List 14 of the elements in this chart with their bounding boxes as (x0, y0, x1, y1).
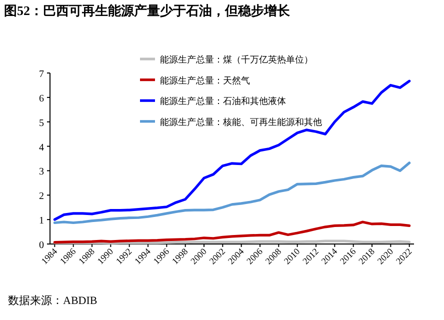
y-tick-label: 4 (39, 142, 44, 154)
legend-label: 能源生产总量：天然气 (160, 75, 250, 86)
chart-title: 图52：巴西可再生能源产量少于石油，但稳步增长 (4, 3, 291, 18)
source-note: 数据来源：ABDIB (8, 294, 98, 307)
y-tick-label: 5 (39, 118, 44, 129)
y-tick-label: 1 (39, 216, 44, 227)
y-tick-label: 2 (39, 191, 44, 202)
legend-label: 能源生产总量：煤（千万亿英热单位） (160, 54, 313, 64)
y-tick-label: 6 (39, 93, 44, 104)
y-tick-label: 0 (39, 240, 44, 251)
legend-label: 能源生产总量：石油和其他液体 (160, 96, 286, 106)
y-tick-label: 7 (39, 69, 44, 80)
legend-label: 能源生产总量：核能、可再生能源和其他 (160, 116, 322, 127)
y-tick-label: 3 (39, 166, 44, 178)
